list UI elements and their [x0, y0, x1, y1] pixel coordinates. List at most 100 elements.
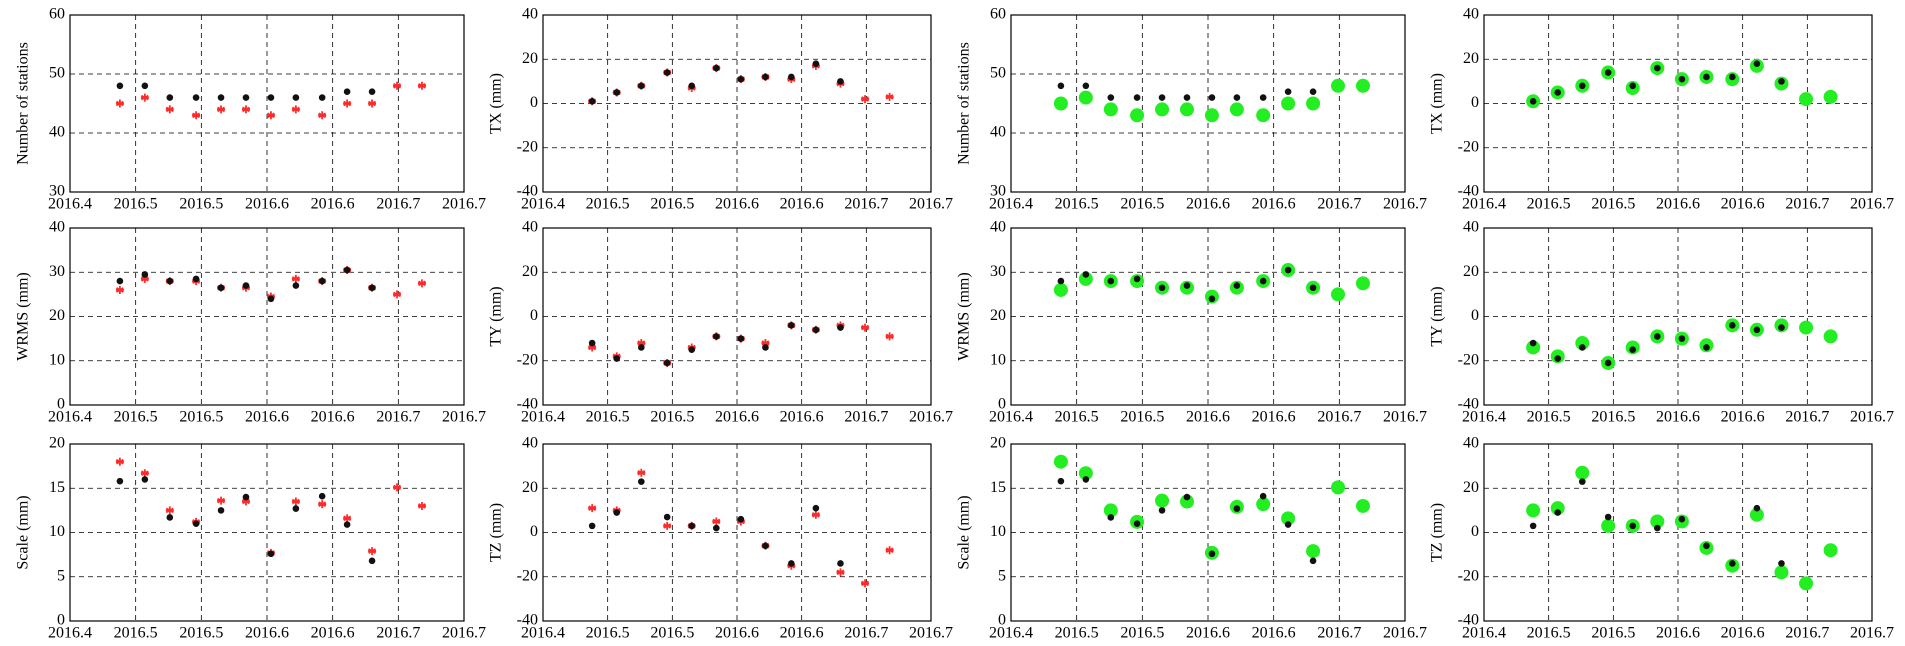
point [588, 343, 597, 352]
x-tick-label: 2016.4 [521, 409, 565, 426]
y-axis-label: TX (mm) [488, 73, 505, 134]
y-tick-label: 40 [522, 6, 538, 23]
x-tick-label: 2016.6 [715, 409, 759, 426]
point [292, 505, 300, 512]
point [1823, 543, 1838, 558]
point [1799, 320, 1814, 335]
point [1703, 542, 1710, 550]
point [1082, 271, 1090, 278]
point [116, 82, 124, 90]
y-tick-label: 40 [49, 124, 65, 141]
point [1057, 277, 1065, 285]
point [1183, 94, 1191, 101]
point [242, 493, 250, 501]
y-tick-label: 10 [49, 523, 65, 540]
y-tick-label: 0 [998, 612, 1006, 629]
point [688, 82, 696, 90]
x-tick-label: 2016.6 [780, 625, 824, 642]
point [115, 285, 124, 294]
point [141, 476, 149, 483]
point [1208, 94, 1216, 101]
point [1703, 73, 1710, 81]
point [1575, 465, 1590, 480]
point [1629, 522, 1637, 530]
x-tick-label: 2016.6 [1656, 625, 1700, 642]
x-tick-label: 2016.6 [1252, 196, 1296, 213]
point [217, 94, 225, 101]
point [1526, 503, 1541, 518]
point [663, 69, 671, 76]
point [166, 94, 174, 101]
y-tick-label: -20 [517, 351, 538, 368]
point [1578, 344, 1586, 351]
point [1082, 82, 1090, 90]
point [1158, 284, 1166, 292]
point [343, 266, 351, 274]
x-tick-label: 2016.7 [1317, 196, 1361, 213]
point [1778, 560, 1785, 567]
point [1749, 507, 1764, 522]
x-tick-label: 2016.5 [1591, 409, 1635, 426]
y-axis-label: Number of stations [15, 42, 32, 165]
y-axis-label: TY (mm) [488, 286, 505, 346]
point [318, 111, 327, 120]
point [1753, 326, 1761, 334]
point [812, 504, 820, 512]
x-tick-label: 2016.6 [1721, 625, 1765, 642]
point [1078, 466, 1093, 481]
point [762, 542, 769, 550]
y-tick-label: 0 [530, 523, 538, 540]
x-tick-label: 2016.7 [909, 625, 953, 642]
point [1057, 477, 1065, 485]
point [588, 504, 597, 513]
y-tick-label: 30 [990, 183, 1006, 200]
point [1155, 102, 1170, 117]
y-tick-label: 40 [522, 435, 538, 452]
point [1554, 89, 1562, 96]
x-tick-label: 2016.7 [1785, 625, 1829, 642]
y-tick-label: 20 [49, 307, 65, 324]
point [291, 497, 300, 506]
y-tick-label: -20 [1458, 567, 1479, 584]
point [1082, 476, 1090, 483]
plot-frame [69, 14, 465, 193]
point [788, 560, 795, 567]
point [1107, 514, 1115, 521]
x-tick-label: 2016.7 [844, 409, 888, 426]
point [688, 346, 696, 353]
y-axis-label: Scale (mm) [15, 495, 32, 569]
point [1355, 78, 1370, 93]
y-tick-label: 60 [49, 6, 65, 23]
point [663, 521, 672, 530]
point [1053, 454, 1068, 469]
point [712, 517, 721, 526]
y-tick-label: 20 [1463, 50, 1479, 67]
point [1554, 509, 1562, 516]
point [292, 282, 300, 289]
point [1281, 96, 1296, 111]
x-tick-label: 2016.7 [376, 196, 420, 213]
point [885, 546, 894, 555]
y-axis-label: TZ (mm) [488, 503, 505, 562]
plot-frame [1483, 227, 1873, 406]
point [861, 95, 870, 104]
point [788, 73, 795, 81]
x-tick-label: 2016.6 [1186, 196, 1230, 213]
y-tick-label: 20 [1463, 479, 1479, 496]
point [1799, 576, 1814, 591]
point [192, 94, 200, 101]
point [1179, 102, 1194, 117]
y-tick-label: 50 [990, 65, 1006, 82]
point [217, 507, 225, 514]
point [417, 279, 426, 288]
y-tick-label: -40 [1458, 396, 1479, 413]
point [241, 105, 250, 114]
point [1355, 498, 1370, 513]
y-tick-label: 15 [990, 479, 1006, 496]
y-tick-label: 0 [1471, 94, 1479, 111]
point [663, 513, 671, 521]
x-tick-label: 2016.5 [1055, 409, 1099, 426]
point [1355, 276, 1370, 291]
point [267, 295, 275, 303]
x-tick-label: 2016.7 [909, 196, 953, 213]
